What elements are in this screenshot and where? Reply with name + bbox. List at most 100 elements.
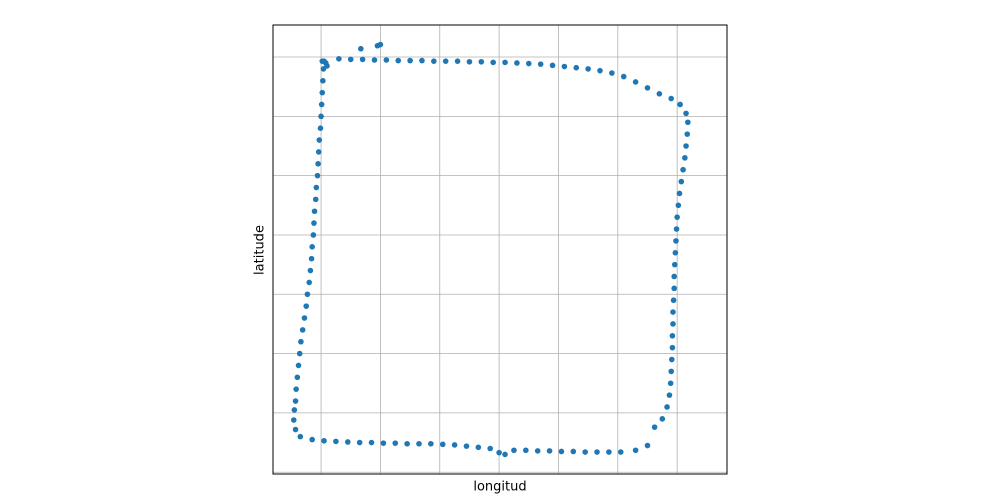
point: [320, 77, 326, 84]
point: [344, 439, 351, 445]
point: [671, 273, 677, 280]
point: [609, 70, 615, 76]
point: [675, 202, 682, 209]
point: [651, 424, 658, 430]
point: [670, 309, 676, 315]
point: [582, 449, 588, 455]
point: [323, 60, 329, 66]
point: [632, 447, 639, 454]
point: [666, 392, 673, 398]
point: [672, 249, 679, 256]
point: [368, 439, 375, 446]
point: [319, 89, 326, 96]
point: [298, 338, 304, 345]
point: [395, 57, 402, 64]
point: [683, 143, 689, 149]
point: [673, 226, 680, 232]
point: [292, 426, 299, 433]
point: [303, 303, 310, 309]
point: [311, 208, 318, 215]
point: [668, 368, 675, 375]
point: [299, 327, 306, 333]
point: [442, 58, 449, 64]
point: [311, 220, 317, 226]
point: [490, 59, 496, 66]
point: [297, 433, 304, 440]
point: [487, 445, 494, 452]
point: [525, 60, 532, 67]
point: [644, 85, 651, 91]
point: [671, 261, 678, 268]
point: [523, 447, 529, 454]
point: [380, 440, 387, 446]
point: [295, 362, 302, 369]
point: [669, 356, 675, 363]
point: [315, 160, 321, 167]
point: [321, 437, 327, 444]
point: [377, 41, 384, 48]
point: [404, 440, 410, 447]
point: [296, 350, 303, 357]
point: [644, 442, 651, 449]
point: [597, 67, 603, 74]
point: [617, 449, 624, 455]
point: [419, 57, 425, 64]
point: [371, 57, 378, 63]
point: [308, 255, 315, 262]
point: [537, 61, 544, 67]
point: [407, 57, 413, 64]
point: [606, 449, 612, 455]
point: [682, 155, 688, 161]
point: [416, 440, 422, 447]
point: [439, 441, 446, 448]
point: [570, 448, 577, 455]
point: [451, 442, 458, 448]
point: [358, 45, 364, 52]
point: [317, 125, 324, 132]
point: [291, 407, 298, 413]
point: [475, 444, 482, 451]
point: [312, 196, 319, 203]
point: [307, 267, 314, 274]
point: [333, 438, 339, 445]
point: [383, 57, 390, 63]
point: [620, 73, 627, 80]
point: [585, 66, 591, 72]
point: [514, 60, 520, 66]
point: [359, 56, 366, 63]
point: [656, 91, 663, 97]
point: [314, 172, 321, 179]
point: [318, 101, 325, 108]
point: [674, 214, 680, 220]
point: [685, 119, 691, 126]
point: [392, 440, 399, 446]
point: [318, 113, 324, 120]
point: [356, 439, 363, 446]
point: [316, 137, 323, 143]
point: [673, 238, 679, 244]
point: [671, 285, 677, 292]
point: [669, 344, 676, 351]
point: [428, 440, 434, 447]
point: [290, 417, 297, 423]
point: [664, 404, 670, 410]
point: [309, 244, 315, 250]
point: [549, 62, 556, 69]
point: [502, 451, 508, 458]
point: [294, 374, 301, 381]
point: [478, 58, 485, 65]
point: [683, 110, 689, 117]
point: [670, 297, 677, 304]
point: [659, 416, 666, 422]
y-axis-label: latitude: [253, 225, 268, 275]
point: [594, 449, 600, 455]
point: [669, 333, 676, 339]
point: [670, 321, 676, 327]
point: [463, 443, 470, 449]
x-axis-label: longitud: [473, 480, 526, 495]
point: [668, 95, 675, 102]
point: [632, 79, 639, 85]
point: [301, 315, 308, 321]
point: [496, 449, 502, 456]
